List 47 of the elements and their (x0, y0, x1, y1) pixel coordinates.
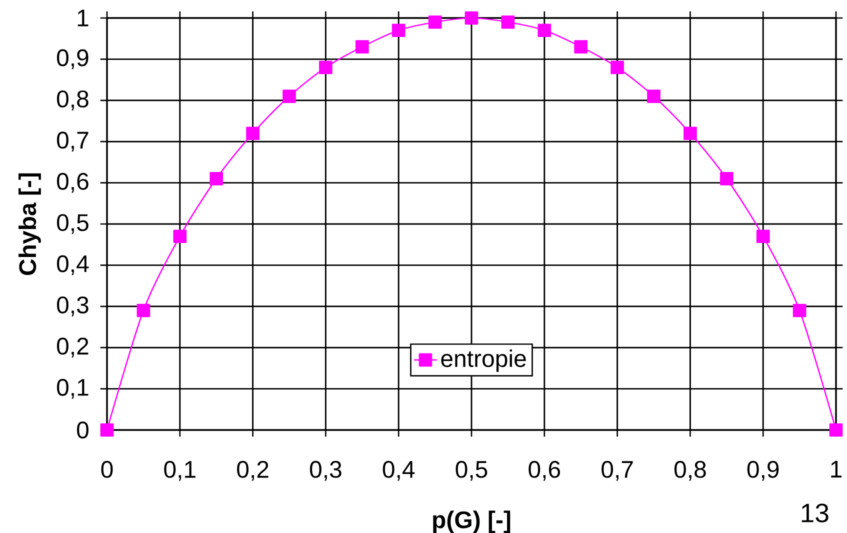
x-tick-label: 0,8 (674, 460, 706, 481)
y-tick-label: 0 (76, 421, 88, 438)
point (610, 60, 624, 74)
point (684, 126, 697, 140)
y-tick-label: 0,9 (56, 49, 88, 70)
x-axis-title: p(G) [-] (433, 510, 510, 533)
y-tick-label: 0,6 (56, 172, 88, 193)
point (428, 15, 442, 29)
point (647, 90, 660, 103)
x-tick-label: 0 (101, 460, 113, 478)
y-tick-label: 0,3 (56, 296, 88, 316)
point (792, 304, 806, 318)
x-tick-label: 1 (831, 460, 842, 478)
point (355, 40, 369, 54)
x-tick-label: 0,6 (528, 460, 560, 481)
point (100, 423, 114, 437)
x-tick-label: 0,5 (456, 460, 488, 481)
x-tick-label: 0,4 (382, 460, 415, 481)
point (246, 126, 260, 140)
point (173, 230, 187, 244)
y-tick-label: 0,1 (56, 378, 88, 399)
x-tick-label: 0,3 (310, 460, 342, 481)
point (756, 230, 770, 244)
x-tick-label: 0,7 (602, 460, 633, 481)
point (574, 40, 588, 54)
y-tick-label: 0,2 (56, 338, 88, 358)
x-tick-label: 0,1 (164, 460, 196, 481)
y-tick-label: 0,4 (56, 255, 89, 276)
point (501, 15, 515, 29)
y-tick-label: 0,5 (56, 214, 88, 234)
y-axis-title: Chyba [-] (18, 173, 41, 276)
x-tick-label: 0,9 (747, 460, 779, 481)
y-tick-label: 0,7 (56, 132, 88, 152)
point (136, 304, 150, 318)
point (538, 24, 552, 38)
y-tick-label: 0,8 (56, 90, 88, 110)
point (720, 172, 734, 186)
legend-label: entropie (441, 349, 526, 372)
point (210, 172, 224, 186)
x-tick-label: 0,2 (237, 460, 268, 481)
point (282, 90, 296, 103)
point (392, 24, 406, 38)
point (829, 423, 843, 437)
text: 13 (802, 504, 828, 522)
y-tick-label: 1 (78, 10, 88, 26)
point (464, 11, 478, 25)
point (319, 60, 332, 74)
